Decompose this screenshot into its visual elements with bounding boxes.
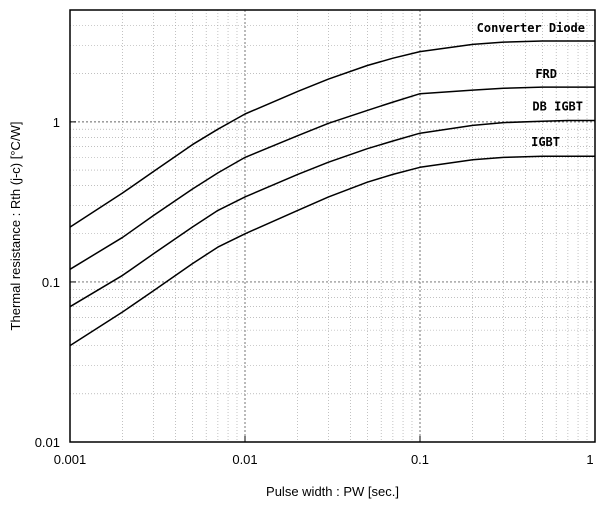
y-tick-label: 0.1: [42, 275, 60, 290]
series-label-3: DB IGBT: [532, 100, 583, 114]
y-axis-label: Thermal resistance : Rth (j-c) [°C/W]: [8, 122, 23, 331]
series-line-3: [69, 119, 595, 308]
x-tick-label: 0.001: [54, 452, 87, 467]
x-tick-label: 1: [586, 452, 593, 467]
label-layer: Converter Diode FRD DB IGBT IGBT: [477, 21, 585, 149]
plot-frame: [69, 9, 596, 443]
series-label-2: FRD: [535, 67, 557, 81]
x-tick-label: 0.01: [232, 452, 257, 467]
x-tick-label: 0.1: [411, 452, 429, 467]
x-axis-label: Pulse width : PW [sec.]: [266, 484, 399, 499]
series-line-2: [69, 86, 595, 270]
series-label-4: IGBT: [531, 135, 560, 149]
y-tick-label: 1: [53, 115, 60, 130]
grid-layer: [69, 9, 595, 443]
series-layer: [69, 40, 595, 347]
y-tick-label: 0.01: [35, 435, 60, 450]
series-label-1: Converter Diode: [477, 21, 585, 35]
series-line-4: [69, 155, 595, 347]
series-line-1: [69, 40, 595, 228]
tick-layer: 0.001 0.01 0.1 1 0.01 0.1 1: [35, 115, 596, 467]
